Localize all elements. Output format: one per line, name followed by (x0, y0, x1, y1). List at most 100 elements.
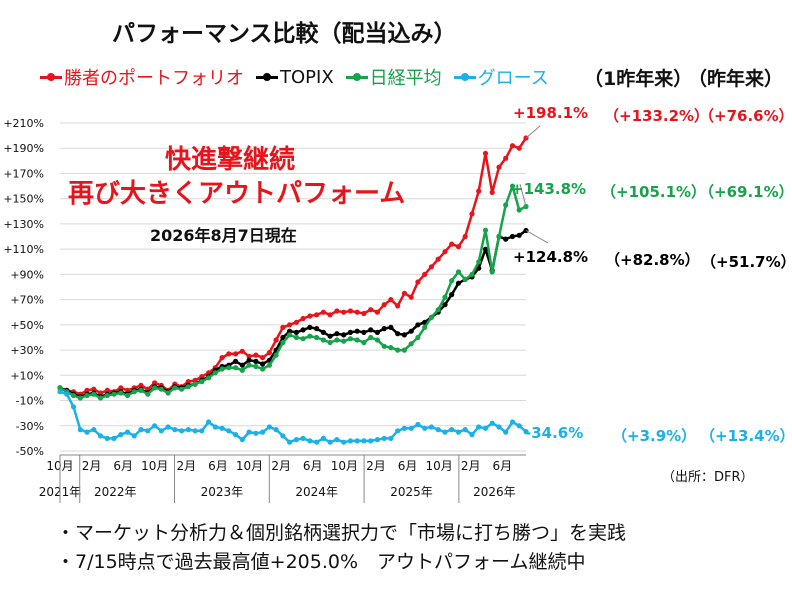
data-point-black (482, 246, 489, 252)
data-point-red (388, 297, 394, 303)
data-point-red (455, 244, 462, 250)
data-point-green (206, 375, 212, 381)
data-point-green (476, 259, 482, 265)
data-point-red (368, 307, 374, 313)
data-point-black (354, 328, 360, 334)
col2-nikkei: （+69.1%） (699, 183, 792, 201)
bullet-point-1: ・マーケット分析力＆個別銘柄選択力で「市場に打ち勝つ」を実践 (56, 522, 627, 544)
data-point-red (266, 350, 272, 356)
data-point-black (341, 332, 347, 338)
data-point-green (395, 347, 401, 353)
year-label: 2025年 (390, 485, 433, 499)
y-tick-label: +210% (3, 117, 44, 130)
leader-line (525, 230, 549, 244)
data-point-green (381, 343, 387, 349)
data-point-blue (442, 429, 448, 435)
data-point-green (131, 389, 137, 395)
data-point-green (138, 387, 144, 393)
data-point-green (462, 276, 468, 282)
data-point-red (516, 145, 522, 151)
data-point-red (334, 308, 340, 314)
data-point-blue (118, 432, 124, 438)
data-point-blue (233, 432, 239, 438)
data-point-green (111, 391, 117, 397)
data-point-blue (401, 425, 407, 431)
data-point-blue (185, 427, 191, 433)
data-point-red (381, 302, 387, 308)
x-tick-label: 6月 (398, 459, 418, 473)
data-point-red (449, 241, 455, 247)
data-point-green (347, 336, 353, 342)
data-point-green (482, 227, 489, 233)
data-point-black (401, 332, 407, 338)
data-point-green (192, 381, 198, 387)
data-point-green (300, 336, 306, 342)
data-point-black (455, 280, 462, 286)
data-point-blue (408, 425, 414, 431)
data-point-green (388, 345, 394, 351)
x-tick-label: 10月 (331, 459, 358, 473)
data-point-black (307, 324, 313, 330)
col1-winners: （+133.2%） (604, 107, 710, 125)
data-point-blue (57, 389, 63, 395)
data-point-blue (300, 435, 306, 441)
data-point-black (239, 362, 245, 368)
data-point-blue (361, 438, 367, 444)
data-point-green (307, 333, 313, 339)
data-point-black (253, 358, 259, 364)
data-point-red (347, 308, 353, 314)
data-point-blue (64, 391, 70, 397)
data-point-black (374, 329, 380, 335)
data-point-red (185, 379, 191, 385)
data-point-green (341, 338, 347, 344)
data-point-green (503, 202, 509, 208)
legend-label-nikkei: 日経平均 (369, 68, 442, 89)
data-point-black (408, 328, 414, 334)
x-tick-label: 10月 (236, 459, 263, 473)
annotation-line-2: 再び大きくアウトパフォーム (68, 179, 406, 209)
data-point-green (212, 370, 218, 376)
data-point-green (314, 334, 320, 341)
data-point-red (226, 351, 232, 357)
data-point-black (415, 322, 421, 328)
data-point-blue (320, 435, 326, 441)
year-label: 2022年 (94, 485, 137, 499)
data-point-red (293, 319, 299, 325)
y-tick-label: +50% (10, 319, 44, 332)
legend-label-topix: TOPIX (280, 66, 334, 88)
year-label: 2023年 (201, 485, 244, 499)
data-point-blue (341, 439, 347, 445)
data-point-red (300, 315, 306, 322)
y-tick-label: +90% (10, 268, 44, 281)
data-point-blue (334, 437, 340, 443)
data-point-red (307, 313, 313, 319)
data-point-red (361, 310, 367, 317)
data-point-red (253, 352, 259, 358)
data-point-blue (273, 427, 279, 433)
data-point-green (70, 392, 77, 399)
data-point-red (395, 303, 401, 309)
x-tick-label: 2月 (177, 459, 197, 473)
data-point-red (287, 322, 293, 328)
data-point-red (408, 294, 414, 300)
data-point-green (124, 392, 131, 399)
data-point-blue (131, 433, 137, 439)
data-point-red (435, 256, 441, 262)
x-tick-label: 10月 (141, 459, 168, 473)
data-point-blue (455, 429, 462, 435)
data-point-blue (192, 428, 198, 434)
data-point-green (199, 379, 205, 385)
chart-title: パフォーマンス比較（配当込み） (112, 21, 457, 47)
data-point-black (361, 329, 367, 335)
column-header-last-year: （昨年来） (688, 68, 784, 90)
data-point-green (435, 307, 441, 313)
data-point-red (476, 188, 482, 194)
y-tick-label: +150% (3, 193, 44, 206)
data-point-green (104, 392, 110, 399)
x-tick-label: 2月 (82, 459, 102, 473)
data-point-green (489, 269, 495, 275)
data-point-blue (280, 433, 286, 439)
y-tick-label: +170% (3, 167, 44, 180)
data-point-blue (368, 438, 374, 444)
data-point-red (199, 374, 205, 380)
